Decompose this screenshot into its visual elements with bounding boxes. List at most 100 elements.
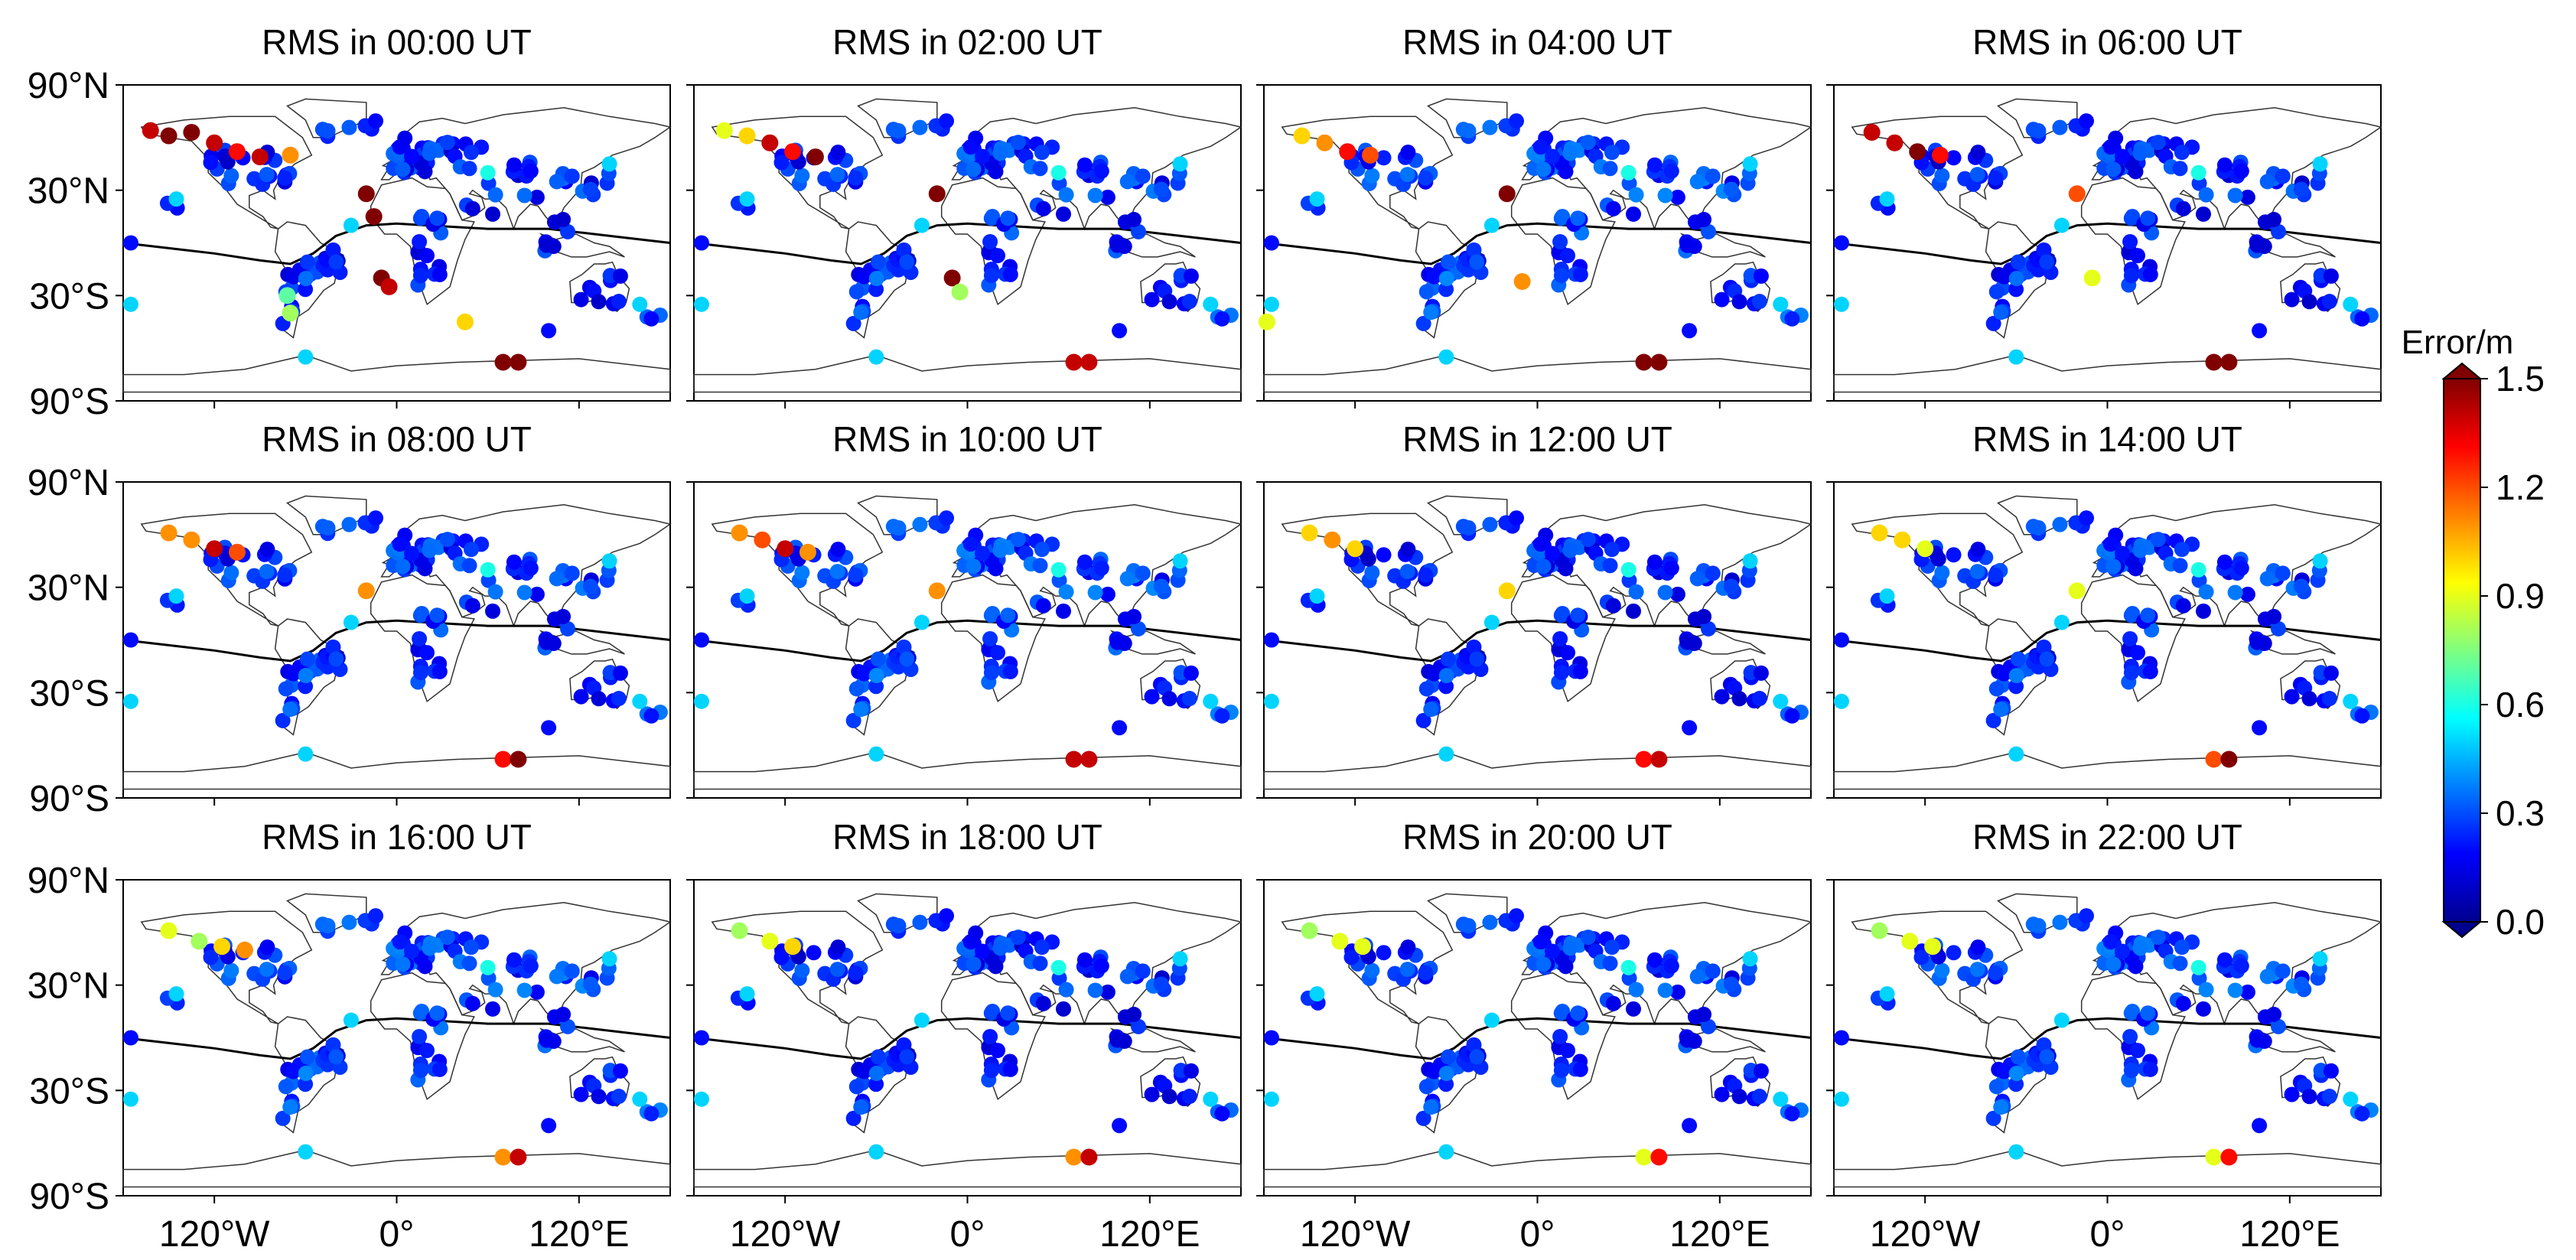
station-point <box>983 1063 999 1079</box>
lat-tick-label: 90°S <box>29 382 109 422</box>
station-point <box>412 630 428 646</box>
station-point <box>1871 524 1888 542</box>
lat-tick-label: 90°N <box>28 861 109 901</box>
station-point <box>891 123 907 139</box>
station-point <box>2354 311 2370 327</box>
station-point <box>1635 1148 1653 1166</box>
station-point <box>1996 666 2012 682</box>
coastline <box>2080 972 2186 1101</box>
station-point <box>2130 248 2146 264</box>
station-point <box>1343 949 1360 965</box>
station-point <box>982 630 998 646</box>
station-point <box>464 995 480 1011</box>
station-point <box>1705 963 1721 979</box>
station-point <box>1109 1032 1125 1048</box>
station-point <box>643 1105 659 1122</box>
station-point <box>285 1063 301 1079</box>
panel-title: RMS in 16:00 UT <box>262 817 532 857</box>
station-point <box>966 956 982 972</box>
station-point <box>1602 558 1618 574</box>
station-point <box>392 139 408 155</box>
station-point <box>529 189 545 205</box>
station-point <box>2284 1086 2300 1102</box>
station-point <box>1751 691 1767 707</box>
station-point <box>1263 296 1279 312</box>
station-point <box>1932 146 1949 164</box>
station-point <box>320 918 336 934</box>
station-point <box>1418 284 1435 300</box>
station-point <box>1364 565 1380 581</box>
station-point <box>2205 750 2223 768</box>
coastline <box>2091 107 2382 231</box>
station-point <box>1552 1028 1568 1044</box>
map-frame <box>122 879 671 1197</box>
station-point <box>2008 746 2024 762</box>
station-point <box>806 148 824 166</box>
station-point <box>395 558 411 575</box>
panel-title: RMS in 02:00 UT <box>832 22 1102 62</box>
station-point <box>1309 191 1325 207</box>
coastline <box>940 574 1046 703</box>
station-point <box>773 949 790 965</box>
station-point <box>403 943 419 959</box>
station-point <box>1879 588 1895 604</box>
station-point <box>2343 693 2359 709</box>
station-point <box>564 565 580 581</box>
station-point <box>1657 584 1673 601</box>
station-point <box>1339 143 1356 161</box>
station-point <box>494 353 512 371</box>
station-point <box>1993 1099 2009 1115</box>
station-point <box>1309 986 1325 1002</box>
station-point <box>1438 1076 1454 1092</box>
station-point <box>1418 965 1434 981</box>
station-point <box>870 651 886 667</box>
station-point <box>1080 353 1098 371</box>
station-point <box>2196 603 2212 619</box>
station-point <box>912 516 928 532</box>
station-point <box>560 620 576 637</box>
station-point <box>341 119 357 135</box>
station-point <box>1087 982 1103 998</box>
station-point <box>432 1061 448 1077</box>
magnetic-equator-line <box>122 1017 671 1060</box>
station-point <box>1483 614 1500 630</box>
station-point <box>784 938 802 956</box>
station-point <box>582 578 598 594</box>
station-point <box>773 155 790 171</box>
station-point <box>1532 934 1549 950</box>
station-point <box>278 287 296 304</box>
station-point <box>516 982 532 998</box>
coastline <box>693 354 1242 393</box>
station-point <box>1002 1061 1018 1077</box>
station-point <box>2271 223 2287 239</box>
station-point <box>2122 233 2138 249</box>
station-point <box>1833 1030 1849 1046</box>
station-point <box>456 313 474 330</box>
station-point <box>912 119 928 135</box>
station-point <box>510 1148 527 1166</box>
station-point <box>582 976 598 992</box>
station-point <box>2008 271 2024 287</box>
station-point <box>320 123 336 139</box>
station-point <box>1423 1099 1439 1115</box>
station-point <box>2105 558 2122 575</box>
station-point <box>1626 1001 1642 1017</box>
station-point <box>1682 1118 1698 1134</box>
station-point <box>2271 620 2287 637</box>
station-point <box>2174 542 2190 558</box>
station-point <box>1988 567 2004 583</box>
station-point <box>1879 191 1895 207</box>
station-point <box>868 1066 884 1082</box>
station-point <box>259 542 275 558</box>
station-point <box>829 167 845 183</box>
station-point <box>891 520 907 536</box>
station-point <box>2175 200 2191 217</box>
station-point <box>1946 150 1962 166</box>
map-frame <box>1263 84 1812 402</box>
station-point <box>2249 634 2265 650</box>
station-point <box>439 930 455 946</box>
lat-tick-label: 30°N <box>28 568 109 609</box>
station-point <box>1065 750 1083 768</box>
station-point <box>1886 134 1904 151</box>
